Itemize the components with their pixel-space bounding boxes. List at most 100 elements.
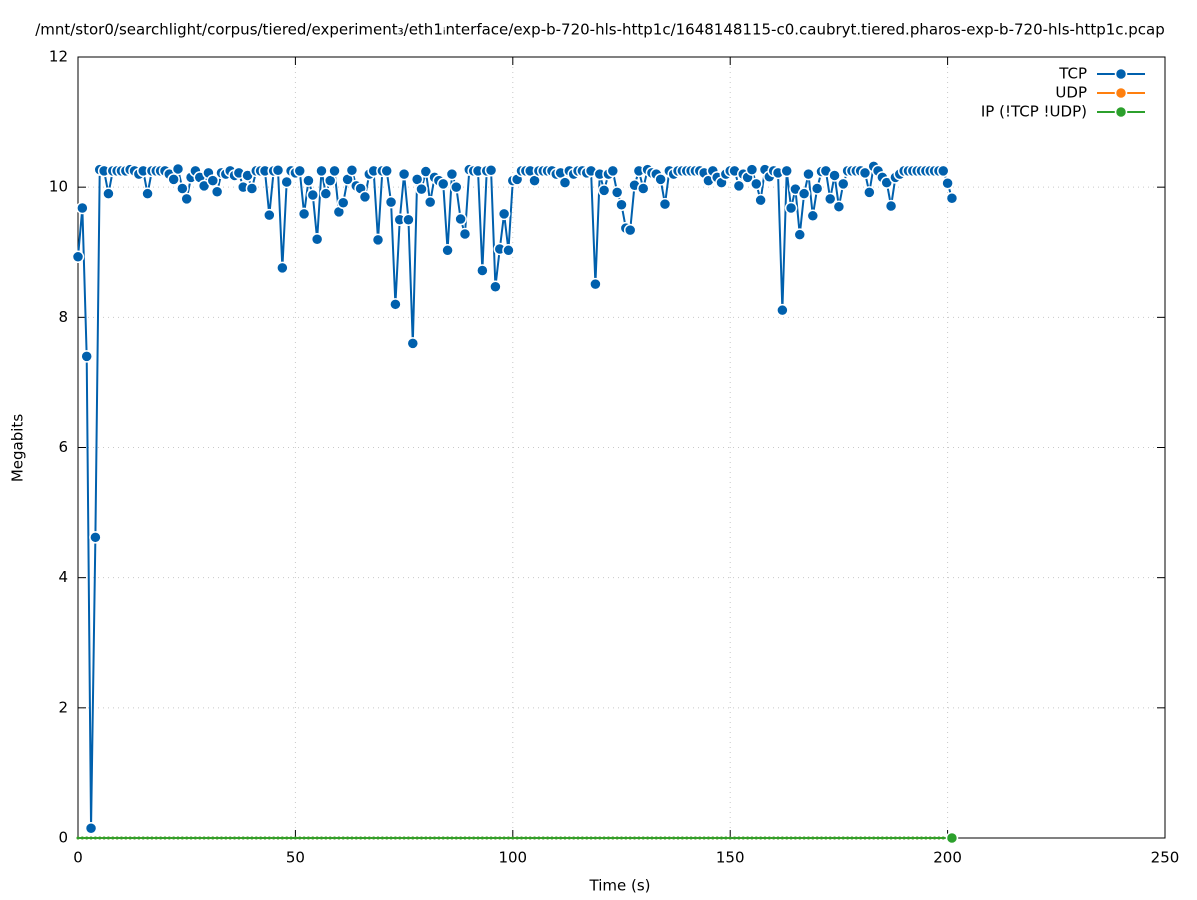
data-point xyxy=(419,836,423,840)
data-point xyxy=(623,223,637,237)
data-point xyxy=(893,836,897,840)
data-point xyxy=(137,836,141,840)
data-point xyxy=(480,836,484,840)
data-point xyxy=(176,836,180,840)
data-point xyxy=(250,836,254,840)
data-point xyxy=(533,836,537,840)
data-point xyxy=(124,836,128,840)
data-point xyxy=(663,836,667,840)
data-point xyxy=(306,836,310,840)
data-point xyxy=(102,836,106,840)
data-point xyxy=(206,174,220,187)
data-point xyxy=(833,836,837,840)
data-point xyxy=(385,836,389,840)
legend-swatch-point xyxy=(1114,67,1128,81)
data-point xyxy=(606,164,620,178)
data-point xyxy=(836,177,850,191)
data-point xyxy=(546,836,550,840)
data-point xyxy=(850,836,854,840)
data-point xyxy=(636,182,650,195)
data-point xyxy=(698,836,702,840)
data-point xyxy=(172,836,176,840)
y-tick-label: 10 xyxy=(49,178,68,196)
data-point xyxy=(193,836,197,840)
data-point xyxy=(515,836,519,840)
data-point xyxy=(489,836,493,840)
data-point xyxy=(876,836,880,840)
data-point xyxy=(463,836,467,840)
data-point xyxy=(633,836,637,840)
data-point xyxy=(811,836,815,840)
data-point xyxy=(302,836,306,840)
data-point xyxy=(459,836,463,840)
data-point xyxy=(324,836,328,840)
data-point xyxy=(750,177,763,191)
data-point xyxy=(111,836,115,840)
data-point xyxy=(219,836,223,840)
data-point xyxy=(832,200,846,213)
data-point xyxy=(85,836,89,840)
data-point xyxy=(889,836,893,840)
data-point xyxy=(754,836,758,840)
data-point xyxy=(646,836,650,840)
data-point xyxy=(676,836,680,840)
data-point xyxy=(606,836,610,840)
data-point xyxy=(880,836,884,840)
data-point xyxy=(293,164,306,178)
data-point xyxy=(185,836,189,840)
legend-label: TCP xyxy=(1058,65,1087,83)
data-point xyxy=(358,190,372,204)
data-point xyxy=(658,197,672,211)
data-point xyxy=(189,836,193,840)
data-point xyxy=(411,836,415,840)
data-point xyxy=(76,836,80,840)
data-point xyxy=(345,163,359,177)
data-point xyxy=(689,836,693,840)
data-point xyxy=(246,836,250,840)
x-tick-label: 200 xyxy=(933,849,962,867)
data-point xyxy=(315,164,328,178)
data-point xyxy=(693,836,697,840)
data-point xyxy=(346,836,350,840)
data-point xyxy=(319,187,333,200)
data-point xyxy=(267,836,271,840)
data-point xyxy=(336,196,350,210)
data-point xyxy=(559,836,563,840)
data-point xyxy=(672,836,676,840)
data-point xyxy=(311,836,315,840)
data-point xyxy=(115,836,119,840)
data-point xyxy=(745,163,759,176)
data-point xyxy=(285,836,289,840)
data-point xyxy=(450,836,454,840)
x-tick-label: 0 xyxy=(73,849,83,867)
data-point xyxy=(720,836,724,840)
data-point xyxy=(776,836,780,840)
data-point xyxy=(941,836,945,840)
data-point xyxy=(828,169,841,182)
data-point xyxy=(846,836,850,840)
y-tick-label: 6 xyxy=(58,438,68,456)
data-point xyxy=(737,836,741,840)
x-tick-label: 50 xyxy=(286,849,305,867)
data-point xyxy=(384,195,398,209)
data-point xyxy=(654,836,658,840)
data-point xyxy=(233,836,237,840)
data-point xyxy=(728,836,732,840)
data-point xyxy=(228,836,232,840)
data-point xyxy=(567,836,571,840)
data-point xyxy=(406,337,420,350)
data-point xyxy=(328,164,341,178)
data-point xyxy=(502,244,515,257)
data-point xyxy=(502,836,506,840)
data-point xyxy=(597,184,611,197)
data-point xyxy=(215,836,219,840)
data-point xyxy=(289,836,293,840)
data-point xyxy=(437,836,441,840)
data-point xyxy=(415,836,419,840)
data-point xyxy=(141,836,145,840)
data-point xyxy=(789,836,793,840)
x-tick-label: 150 xyxy=(716,849,745,867)
data-point xyxy=(419,165,433,178)
data-point xyxy=(423,195,437,209)
